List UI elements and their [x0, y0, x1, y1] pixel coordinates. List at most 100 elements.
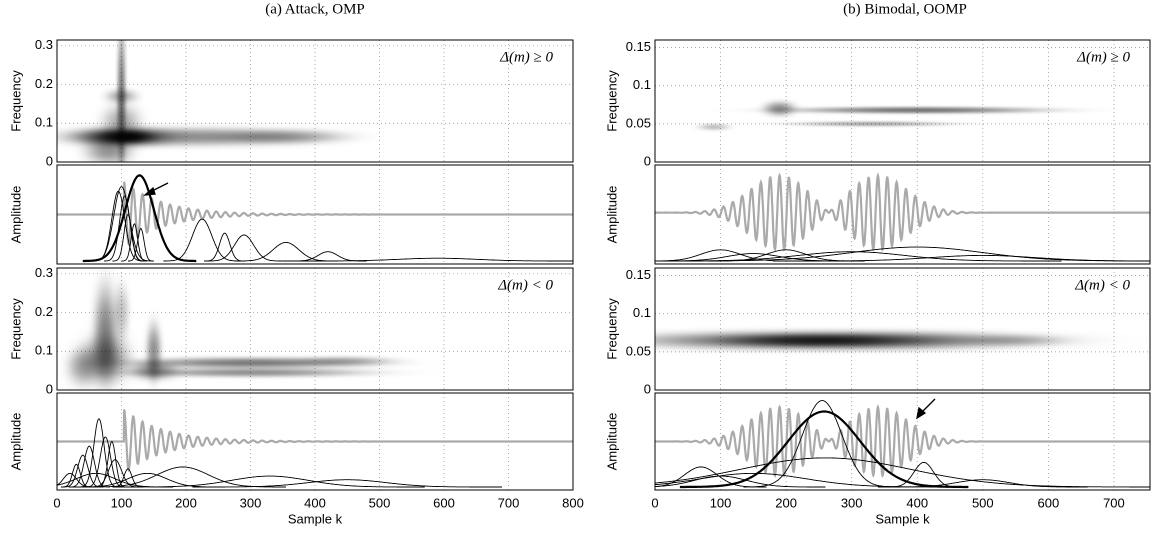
tf-blob [976, 335, 1055, 346]
x-tick-label: 200 [775, 495, 797, 510]
atom [128, 227, 154, 262]
x-tick-label: 500 [369, 495, 391, 510]
y-axis-label: Frequency [8, 298, 23, 360]
tf-blob [700, 123, 728, 130]
x-tick-label: 800 [562, 495, 584, 510]
atom [655, 475, 826, 488]
x-tick-label: 100 [710, 495, 732, 510]
arrows [143, 182, 936, 420]
tf-blob [308, 357, 386, 365]
y-tick-label: 0.2 [35, 76, 53, 91]
y-axis-label: Frequency [604, 298, 619, 360]
panel [655, 165, 1150, 264]
atom [679, 410, 969, 489]
atom [282, 257, 573, 262]
tf-blob [105, 107, 138, 139]
y-tick-label: 0.1 [35, 343, 53, 358]
tf-blob [153, 358, 348, 368]
waveform [57, 181, 573, 247]
x-tick-label: 600 [433, 495, 455, 510]
atom [655, 457, 1150, 488]
y-tick-label: 0.1 [35, 115, 53, 130]
atom [655, 246, 1150, 262]
atom [163, 218, 241, 262]
tf-blob [766, 102, 793, 115]
atom [655, 253, 859, 262]
y-tick-label: 0.1 [633, 305, 651, 320]
axes-frame [654, 39, 1151, 163]
atom [204, 232, 246, 262]
axes-frame [56, 267, 574, 391]
arrow-head [143, 186, 156, 196]
tf-blob [69, 351, 96, 383]
axes-frame [56, 39, 574, 163]
tf-blob [812, 107, 1023, 114]
atom [655, 472, 964, 488]
chart-title: (a) Attack, OMP [265, 1, 365, 17]
waveform [57, 409, 573, 473]
panel [57, 393, 573, 490]
y-tick-label: 0 [46, 153, 53, 168]
tf-blob [108, 90, 135, 102]
atom [234, 241, 338, 262]
atom [655, 251, 1062, 262]
y-tick-label: 0 [46, 381, 53, 396]
waveform [655, 172, 1150, 252]
y-tick-label: 0.1 [633, 77, 651, 92]
tf-blob [86, 339, 125, 379]
atom [205, 234, 283, 262]
y-tick-label: 0.05 [626, 343, 651, 358]
panel [57, 268, 573, 390]
y-tick-label: 0.3 [35, 265, 53, 280]
y-tick-label: 0 [644, 381, 651, 396]
atom [57, 472, 96, 488]
atom [655, 466, 767, 488]
x-tick-label: 300 [240, 495, 262, 510]
axes-frame [56, 164, 574, 265]
x-axis-label: Sample k [288, 511, 343, 526]
x-tick-label: 700 [498, 495, 520, 510]
atom [112, 213, 144, 262]
axes-frame [654, 267, 1151, 391]
atom [112, 468, 144, 488]
arrow [921, 398, 936, 413]
tf-blob [134, 362, 174, 379]
axes-frame [654, 392, 1151, 491]
x-tick-label: 100 [111, 495, 133, 510]
panel [655, 40, 1150, 162]
atom [192, 479, 503, 488]
atom [78, 418, 120, 488]
x-tick-label: 200 [175, 495, 197, 510]
atom [62, 454, 104, 488]
y-tick-label: 0.2 [35, 304, 53, 319]
atom [743, 400, 901, 488]
x-tick-label: 300 [841, 495, 863, 510]
x-tick-label: 0 [651, 495, 658, 510]
annotation: Δ(m) ≥ 0 [499, 49, 553, 65]
x-tick-label: 600 [1038, 495, 1060, 510]
waveform [655, 403, 1150, 479]
y-axis-label: Amplitude [604, 186, 619, 244]
axes-frame [56, 392, 574, 491]
x-tick-label: 0 [53, 495, 60, 510]
y-axis-label: Amplitude [8, 186, 23, 244]
annotation: Δ(m) ≥ 0 [1076, 49, 1130, 65]
panel [655, 268, 1150, 390]
atom [92, 190, 145, 262]
atom [84, 436, 126, 488]
atom [289, 251, 367, 262]
atom [121, 223, 148, 262]
tf-blob [89, 138, 128, 162]
x-tick-label: 700 [1103, 495, 1125, 510]
y-axis-label: Amplitude [604, 413, 619, 471]
y-tick-label: 0.15 [626, 39, 651, 54]
x-tick-label: 400 [304, 495, 326, 510]
arrow-head [916, 406, 927, 420]
panel [655, 393, 1150, 490]
y-tick-label: 0.3 [35, 37, 53, 52]
axes-frame [654, 164, 1151, 265]
annotation: Δ(m) < 0 [497, 277, 553, 293]
annotation: Δ(m) < 0 [1074, 277, 1130, 293]
x-axis-label: Sample k [875, 511, 930, 526]
